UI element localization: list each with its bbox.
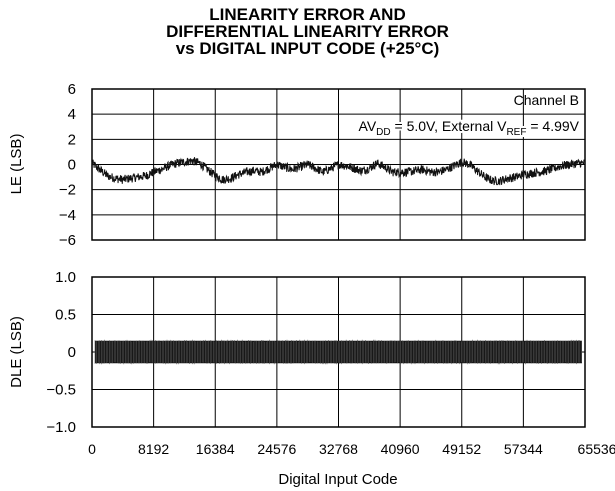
le-y-tick-label: 0	[68, 157, 76, 174]
le-series	[91, 157, 586, 186]
dle-y-ticks: 1.0 0.5 0 −0.5 −1.0	[46, 269, 76, 436]
dle-y-tick-label: 1.0	[55, 269, 76, 286]
title-line-3: vs DIGITAL INPUT CODE (+25°C)	[175, 39, 440, 58]
x-tick-label: 8192	[138, 441, 169, 457]
chart-title: LINEARITY ERROR AND DIFFERENTIAL LINEARI…	[0, 6, 615, 57]
x-tick-label: 32768	[319, 441, 358, 457]
le-y-tick-label: 6	[68, 81, 76, 98]
le-y-tick-label: −2	[59, 182, 76, 199]
x-tick-label: 40960	[381, 441, 420, 457]
le-grid	[92, 89, 585, 240]
x-tick-label: 0	[88, 441, 96, 457]
dle-y-tick-label: −1.0	[46, 419, 76, 436]
le-y-tick-label: −4	[59, 207, 76, 224]
x-tick-label: 24576	[257, 441, 296, 457]
le-trace	[91, 157, 586, 186]
dle-y-tick-label: 0	[68, 344, 76, 361]
x-tick-label: 49152	[442, 441, 481, 457]
le-y-tick-label: 2	[68, 131, 76, 148]
le-y-axis-label: LE (LSB)	[8, 134, 25, 195]
dle-y-axis-label: DLE (LSB)	[8, 316, 25, 388]
dle-y-tick-label: −0.5	[46, 382, 76, 399]
dle-trace	[94, 339, 582, 365]
dle-series	[94, 339, 582, 365]
x-tick-label: 16384	[196, 441, 235, 457]
le-y-tick-label: 4	[68, 106, 76, 123]
x-tick-label: 57344	[504, 441, 543, 457]
le-panel: 6 4 2 0 −2 −4 −6 LE (LSB) Channel B AVDD = 5.0…	[8, 81, 586, 249]
title-line-2: DIFFERENTIAL LINEARITY ERROR	[166, 22, 449, 41]
x-tick-label: 65536	[578, 441, 615, 457]
dle-x-ticks: 0 8192 16384 24576 32768 40960 49152 57344 65536	[88, 441, 615, 457]
dle-panel: 1.0 0.5 0 −0.5 −1.0 0 8192 16384 24576 32768 4096…	[8, 269, 615, 488]
dle-y-tick-label: 0.5	[55, 307, 76, 324]
condition-annotation: AVDD = 5.0V, External VREF = 4.99V	[359, 118, 580, 138]
channel-annotation: Channel B	[514, 92, 579, 108]
x-axis-label: Digital Input Code	[278, 471, 397, 488]
le-y-ticks: 6 4 2 0 −2 −4 −6	[59, 81, 76, 249]
title-line-1: LINEARITY ERROR AND	[209, 5, 406, 24]
le-y-tick-label: −6	[59, 232, 76, 249]
